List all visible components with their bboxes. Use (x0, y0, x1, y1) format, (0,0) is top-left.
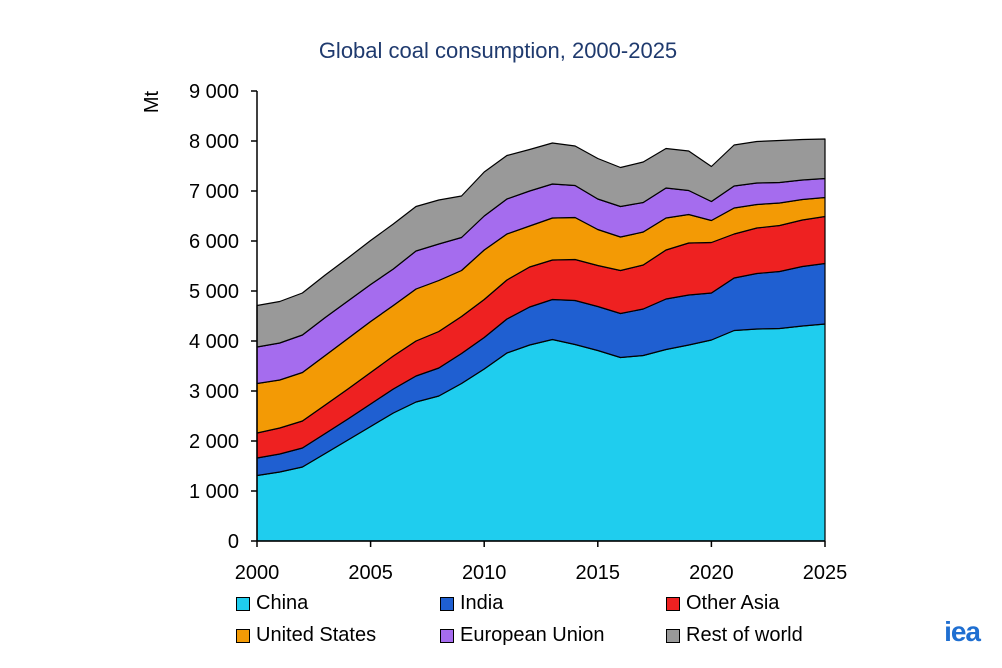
x-tick-label: 2015 (576, 562, 621, 584)
y-tick-label: 2 000 (189, 431, 239, 453)
y-tick-label: 3 000 (189, 381, 239, 403)
chart-title: Global coal consumption, 2000-2025 (319, 38, 677, 63)
legend-swatch (666, 628, 680, 643)
legend-item-united-states: United States (236, 624, 376, 647)
x-tick-labels: 2000 2005 2010 2015 2020 2025 (235, 562, 848, 584)
legend-label: India (460, 592, 504, 614)
area-rest-of-world (256, 138, 826, 348)
iea-logo: iea (944, 616, 981, 647)
x-tick-label: 2025 (803, 562, 848, 584)
stacked-areas (256, 138, 826, 542)
legend-swatch (666, 596, 680, 611)
y-tick-label: 8 000 (189, 131, 239, 153)
y-tick-label: 0 (228, 531, 239, 553)
y-tick-label: 1 000 (189, 481, 239, 503)
legend-label: Rest of world (686, 624, 803, 646)
axes (251, 90, 826, 547)
legend-item-european-union: European Union (440, 624, 605, 647)
legend-item-rest-of-world: Rest of world (666, 624, 803, 647)
legend: China India Other Asia United States Europea… (236, 588, 856, 658)
y-tick-labels: 0 1 000 2 000 3 000 4 000 5 000 6 000 7 000 8 00… (189, 81, 239, 553)
x-tick-label: 2005 (348, 562, 393, 584)
legend-label: European Union (460, 624, 605, 646)
x-tick-label: 2010 (462, 562, 507, 584)
legend-swatch (236, 628, 250, 643)
y-axis-label: Mt (141, 90, 163, 113)
x-tick-label: 2020 (689, 562, 734, 584)
legend-swatch (236, 596, 250, 611)
legend-swatch (440, 596, 454, 611)
legend-item-india: India (440, 592, 503, 615)
y-tick-label: 6 000 (189, 231, 239, 253)
legend-item-other-asia: Other Asia (666, 592, 779, 615)
legend-label: United States (256, 624, 377, 646)
y-tick-label: 9 000 (189, 81, 239, 103)
y-tick-label: 5 000 (189, 281, 239, 303)
x-tick-label: 2000 (235, 562, 280, 584)
y-tick-label: 7 000 (189, 181, 239, 203)
legend-item-china: China (236, 592, 308, 615)
legend-label: Other Asia (686, 592, 780, 614)
y-tick-label: 4 000 (189, 331, 239, 353)
legend-swatch (440, 628, 454, 643)
legend-label: China (256, 592, 309, 614)
